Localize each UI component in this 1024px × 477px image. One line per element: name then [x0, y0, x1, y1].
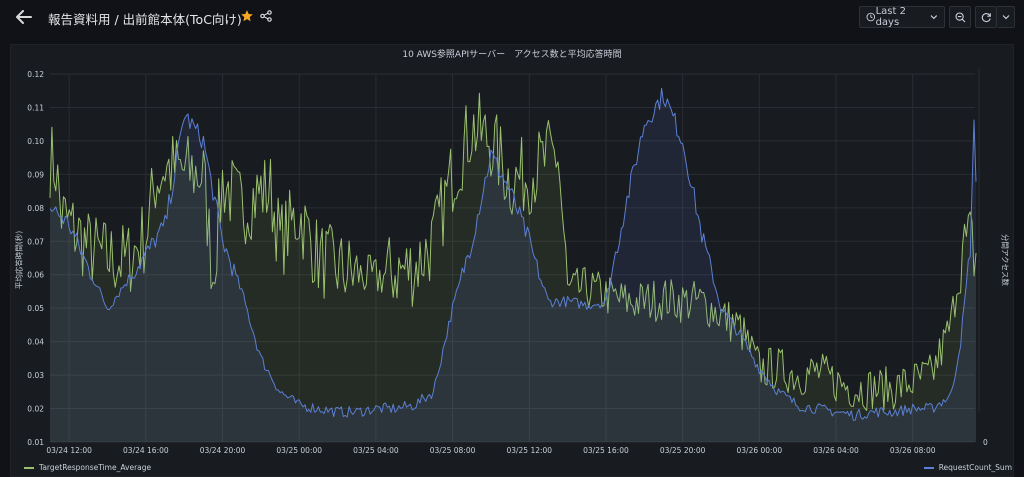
chart-series — [49, 87, 977, 442]
back-button[interactable] — [12, 6, 36, 28]
zoom-out-icon — [954, 11, 965, 22]
time-range-label: Last 2 days — [875, 6, 906, 28]
chevron-down-icon — [1002, 15, 1009, 20]
y-tick-label: 0.06 — [27, 271, 44, 280]
share-icon[interactable] — [260, 10, 272, 22]
y-axis-right-label: 分間アクセス数 — [1000, 233, 1010, 287]
x-tick-label: 03/24 16:00 — [123, 446, 169, 455]
refresh-icon — [981, 12, 991, 22]
legend-swatch-average — [24, 466, 34, 469]
y-tick-label: 0.08 — [27, 204, 44, 213]
chart-axes: 0.01 0.02 0.03 0.04 0.05 0.06 0.07 0.08 0.09 0.10… — [27, 68, 988, 455]
x-tick-label: 03/26 08:00 — [890, 446, 936, 455]
series-line-right[interactable] — [49, 87, 977, 421]
series-area-left — [50, 93, 976, 442]
time-range-picker[interactable]: Last 2 days — [859, 6, 945, 28]
x-tick-label: 03/26 04:00 — [813, 446, 859, 455]
x-tick-label: 03/25 12:00 — [506, 446, 552, 455]
series-area-right — [50, 88, 976, 442]
y-tick-label: 0.03 — [27, 371, 44, 380]
y-tick-label: 0.02 — [27, 405, 44, 414]
y-tick-label: 0.12 — [27, 70, 44, 79]
top-navbar: 報告資料用 / 出前館本体(ToC向け) Last 2 days — [0, 0, 1024, 34]
panel-title[interactable]: 10 AWS参照APIサーバー アクセス数と平均応答時間 — [402, 50, 622, 60]
series-line-left[interactable] — [49, 92, 977, 411]
y-right-tick-label: 0 — [983, 438, 988, 447]
clock-icon — [866, 12, 876, 22]
y-tick-label: 0.07 — [27, 237, 44, 246]
x-tick-label: 03/25 16:00 — [583, 446, 629, 455]
x-tick-label: 03/25 00:00 — [276, 446, 322, 455]
y-tick-label: 0.09 — [27, 170, 44, 179]
y-tick-label: 0.01 — [27, 438, 44, 447]
refresh-button[interactable] — [975, 6, 997, 28]
legend-swatch-count — [923, 466, 934, 469]
legend-label-average: TargetResponseTime_Average — [39, 463, 152, 472]
legend-label-count: RequestCount_Sum — [938, 463, 1012, 472]
y-tick-label: 0.10 — [27, 137, 44, 146]
graph-panel — [10, 44, 1014, 477]
y-axis-left-label: 平均応答時間(秒) — [14, 230, 24, 290]
chevron-down-icon — [930, 15, 938, 20]
arrow-left-icon — [16, 10, 32, 24]
x-tick-label: 03/25 20:00 — [660, 446, 706, 455]
y-tick-label: 0.04 — [27, 338, 44, 347]
x-tick-label: 03/24 20:00 — [200, 446, 246, 455]
x-tick-label: 03/26 00:00 — [737, 446, 783, 455]
zoom-out-button[interactable] — [949, 6, 971, 28]
x-tick-label: 03/24 12:00 — [46, 446, 92, 455]
x-tick-label: 03/25 08:00 — [430, 446, 476, 455]
x-tick-label: 03/25 04:00 — [353, 446, 399, 455]
dashboard-title[interactable]: 報告資料用 / 出前館本体(ToC向け) — [48, 12, 242, 27]
legend-item-average[interactable]: TargetResponseTime_Average — [24, 463, 151, 472]
star-icon[interactable] — [240, 9, 254, 23]
y-tick-label: 0.11 — [27, 103, 44, 112]
legend-item-count[interactable]: RequestCount_Sum — [923, 463, 1012, 472]
y-tick-label: 0.05 — [27, 304, 44, 313]
refresh-interval-dropdown[interactable] — [997, 6, 1015, 28]
